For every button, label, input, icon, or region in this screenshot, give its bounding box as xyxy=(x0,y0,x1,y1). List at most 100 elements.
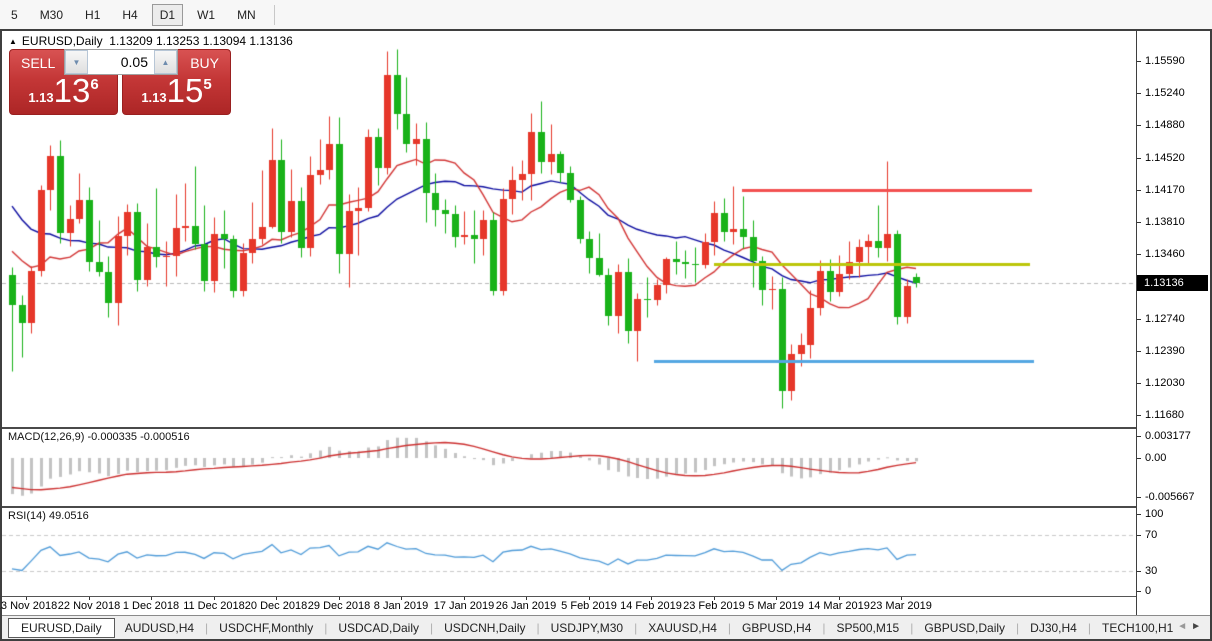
panel-separator[interactable] xyxy=(2,506,1210,508)
price-axis-tick xyxy=(1137,93,1141,94)
macd-axis-label: -0.005667 xyxy=(1145,491,1195,503)
chart-tab-usdcnh[interactable]: USDCNH,Daily xyxy=(444,620,526,635)
ask-price-prefix: 1.13 xyxy=(141,90,167,105)
chart-tab-gbpusd[interactable]: GBPUSD,H4 xyxy=(742,620,812,635)
price-axis-label: 1.14170 xyxy=(1145,184,1185,196)
date-axis-tick xyxy=(214,597,215,600)
date-axis-tick xyxy=(339,597,340,600)
date-axis-tick xyxy=(589,597,590,600)
timeframe-button-d1[interactable]: D1 xyxy=(151,3,184,26)
date-axis-label: 13 Nov 2018 xyxy=(0,600,58,612)
chart-tab-eurusd[interactable]: EURUSD,Daily xyxy=(8,617,115,638)
timeframe-button-m30[interactable]: M30 xyxy=(39,7,64,22)
ask-price: 1.13155 xyxy=(123,72,230,110)
tab-separator: | xyxy=(910,620,914,635)
buy-button[interactable]: BUY xyxy=(190,55,219,71)
macd-indicator-name: MACD(12,26,9) xyxy=(8,431,85,443)
date-axis-tick xyxy=(714,597,715,600)
tab-separator: | xyxy=(822,620,826,635)
chart-tab-usdjpy[interactable]: USDJPY,M30 xyxy=(550,620,624,635)
timeframe-button-h4[interactable]: H4 xyxy=(122,7,138,22)
macd-axis-tick xyxy=(1137,458,1141,459)
tab-scroll-arrows: ◄► xyxy=(1177,621,1205,632)
rsi-header: RSI(14) 49.0516 xyxy=(8,510,89,522)
timeframe-button-w1[interactable]: W1 xyxy=(197,7,216,22)
macd-header: MACD(12,26,9) -0.000335 -0.000516 xyxy=(8,431,190,443)
chart-tab-tech100[interactable]: TECH100,H1 xyxy=(1101,620,1174,635)
chart-tab-bar: EURUSD,Daily AUDUSD,H4 | USDCHF,Monthly | USD… xyxy=(2,615,1210,639)
rsi-axis-tick xyxy=(1137,591,1141,592)
chart-tab-dj30[interactable]: DJ30,H4 xyxy=(1030,620,1077,635)
one-click-trading-widget: SELL 1.13136 BUY 1.13155 ▼ ▲ xyxy=(9,49,233,116)
volume-decrease-button[interactable]: ▼ xyxy=(65,50,88,74)
price-axis-label: 1.15590 xyxy=(1145,55,1185,67)
collapse-triangle-icon[interactable]: ▲ xyxy=(9,37,17,46)
tab-scroll-left-icon[interactable]: ◄ xyxy=(1177,621,1192,632)
chart-tab-gbpusd[interactable]: GBPUSD,Daily xyxy=(924,620,1006,635)
timeframe-button-h1[interactable]: H1 xyxy=(85,7,101,22)
chart-tab-usdchf[interactable]: USDCHF,Monthly xyxy=(219,620,314,635)
tab-separator: | xyxy=(1016,620,1020,635)
date-axis-label: 22 Nov 2018 xyxy=(57,600,121,612)
price-axis-tick xyxy=(1137,415,1141,416)
chart-tab-xauusd[interactable]: XAUUSD,H4 xyxy=(648,620,717,635)
date-axis-label: 8 Jan 2019 xyxy=(373,600,429,612)
date-axis-tick xyxy=(151,597,152,600)
price-axis-tick xyxy=(1137,61,1141,62)
date-axis-label: 23 Mar 2019 xyxy=(870,600,932,612)
date-axis-label: 20 Dec 2018 xyxy=(244,600,308,612)
rsi-axis-label: 100 xyxy=(1145,508,1164,520)
macd-axis-label: 0.003177 xyxy=(1145,430,1191,442)
macd-indicator-values: -0.000335 -0.000516 xyxy=(87,431,190,443)
rsi-axis-tick xyxy=(1137,514,1141,515)
date-axis: 13 Nov 2018 22 Nov 2018 1 Dec 2018 11 Dec 2… xyxy=(0,597,1136,615)
rsi-panel[interactable]: RSI(14) 49.0516 xyxy=(2,508,1136,596)
price-axis-label: 1.13810 xyxy=(1145,216,1185,228)
panel-separator[interactable] xyxy=(2,427,1210,429)
timeframe-button-mn[interactable]: MN xyxy=(237,7,256,22)
date-axis-tick xyxy=(839,597,840,600)
date-axis-label: 5 Mar 2019 xyxy=(748,600,804,612)
price-axis-label: 1.13460 xyxy=(1145,248,1185,260)
chart-symbol-period: EURUSD,Daily xyxy=(21,34,103,48)
timeframe-button-5[interactable]: 5 xyxy=(11,7,18,22)
price-axis-tick xyxy=(1137,319,1141,320)
price-axis: 1.15590 1.15240 1.14880 1.14520 1.14170 1.138… xyxy=(1136,31,1210,639)
price-axis-label: 1.14880 xyxy=(1145,119,1185,131)
date-axis-tick xyxy=(89,597,90,600)
buy-tile[interactable]: BUY 1.13155 xyxy=(122,49,231,115)
ask-price-main: 15 xyxy=(166,72,204,109)
chart-tab-sp500[interactable]: SP500,M15 xyxy=(836,620,900,635)
price-axis-tick xyxy=(1137,125,1141,126)
price-axis-tick xyxy=(1137,383,1141,384)
rsi-axis-label: 30 xyxy=(1145,565,1158,577)
volume-increase-button[interactable]: ▲ xyxy=(154,50,177,74)
chart-tab-audusd[interactable]: AUDUSD,H4 xyxy=(124,620,195,635)
sell-button[interactable]: SELL xyxy=(21,55,56,71)
tab-separator: | xyxy=(324,620,328,635)
main-chart-plot[interactable]: ▲ EURUSD,Daily 1.13209 1.13253 1.13094 1.… xyxy=(2,31,1136,427)
bid-price-prefix: 1.13 xyxy=(28,90,54,105)
date-axis-tick xyxy=(401,597,402,600)
chart-ohlc-values: 1.13209 1.13253 1.13094 1.13136 xyxy=(109,34,293,48)
volume-input[interactable] xyxy=(88,50,154,74)
rsi-axis-tick xyxy=(1137,535,1141,536)
chart-tab-usdcad[interactable]: USDCAD,Daily xyxy=(338,620,420,635)
date-axis-label: 23 Feb 2019 xyxy=(683,600,745,612)
date-axis-tick xyxy=(526,597,527,600)
price-axis-tick xyxy=(1137,158,1141,159)
rsi-canvas xyxy=(2,508,1136,596)
rsi-axis-label: 0 xyxy=(1145,585,1152,597)
tab-separator: | xyxy=(634,620,638,635)
date-axis-label: 17 Jan 2019 xyxy=(433,600,495,612)
rsi-axis-label: 70 xyxy=(1145,529,1158,541)
rsi-indicator-value: 49.0516 xyxy=(48,510,89,522)
price-axis-label: 1.14520 xyxy=(1145,152,1185,164)
date-axis-tick xyxy=(651,597,652,600)
volume-stepper: ▼ ▲ xyxy=(64,49,178,75)
macd-panel[interactable]: MACD(12,26,9) -0.000335 -0.000516 xyxy=(2,429,1136,506)
tab-scroll-right-icon[interactable]: ► xyxy=(1191,621,1205,632)
date-axis-label: 29 Dec 2018 xyxy=(307,600,371,612)
date-axis-tick xyxy=(464,597,465,600)
